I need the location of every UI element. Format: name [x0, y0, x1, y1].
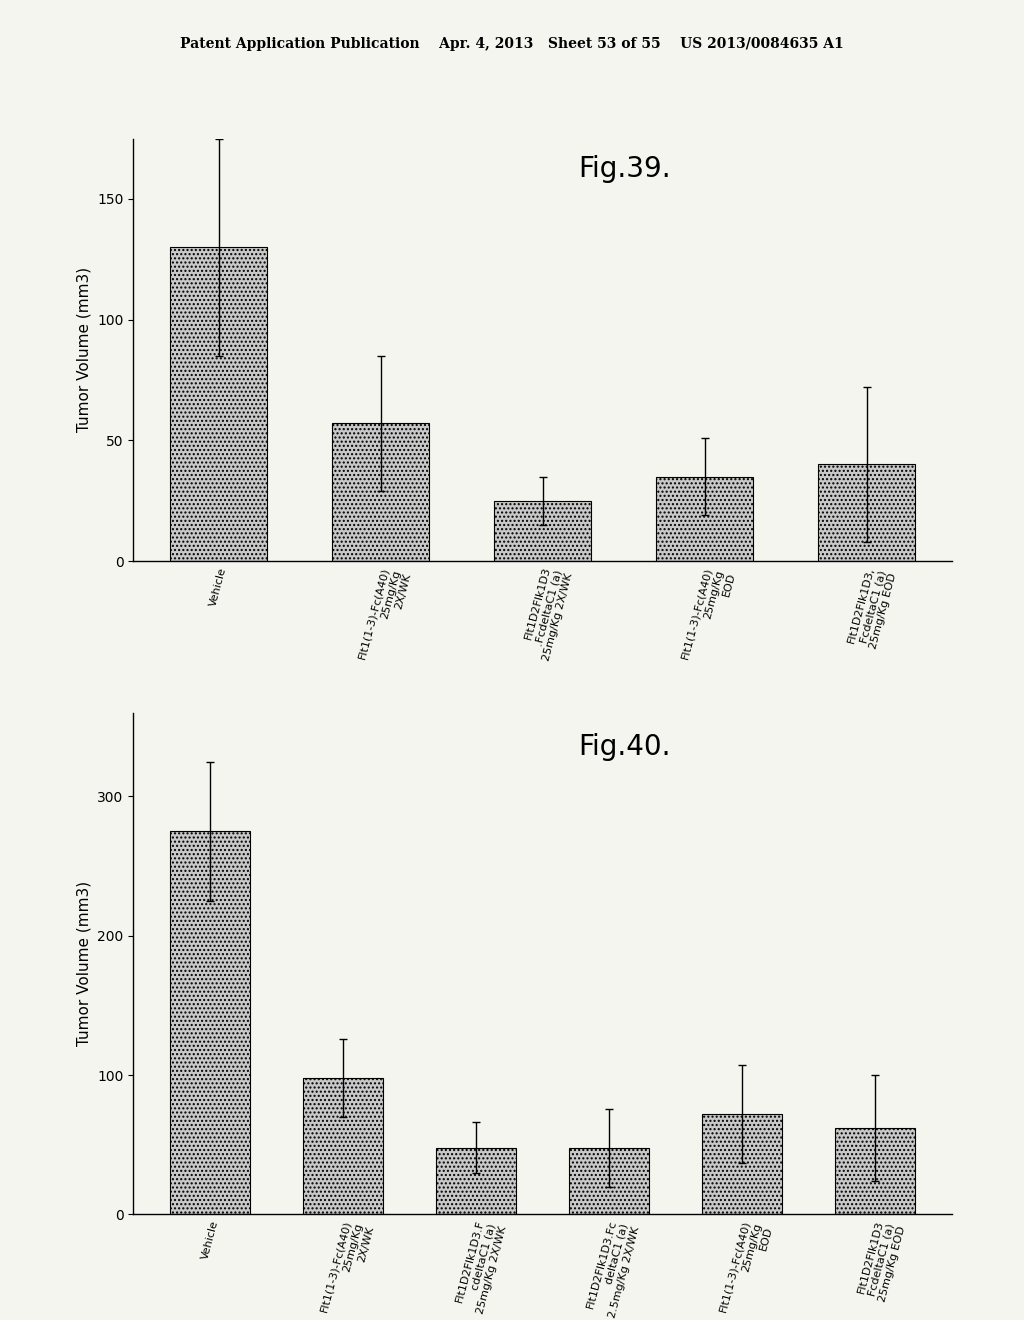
Text: Fig.39.: Fig.39.: [579, 156, 671, 183]
Bar: [303, 1078, 383, 1214]
Bar: [818, 465, 915, 561]
Bar: [170, 832, 250, 1214]
Bar: [702, 1114, 782, 1214]
Y-axis label: Tumor Volume (mm3): Tumor Volume (mm3): [77, 880, 91, 1047]
Y-axis label: Tumor Volume (mm3): Tumor Volume (mm3): [77, 267, 91, 433]
Bar: [836, 1129, 915, 1214]
Bar: [170, 247, 267, 561]
Bar: [495, 500, 591, 561]
Bar: [569, 1147, 649, 1214]
Bar: [436, 1147, 516, 1214]
Text: Patent Application Publication    Apr. 4, 2013   Sheet 53 of 55    US 2013/00846: Patent Application Publication Apr. 4, 2…: [180, 37, 844, 51]
Bar: [332, 424, 429, 561]
Text: Fig.40.: Fig.40.: [579, 733, 671, 760]
Bar: [656, 477, 754, 561]
